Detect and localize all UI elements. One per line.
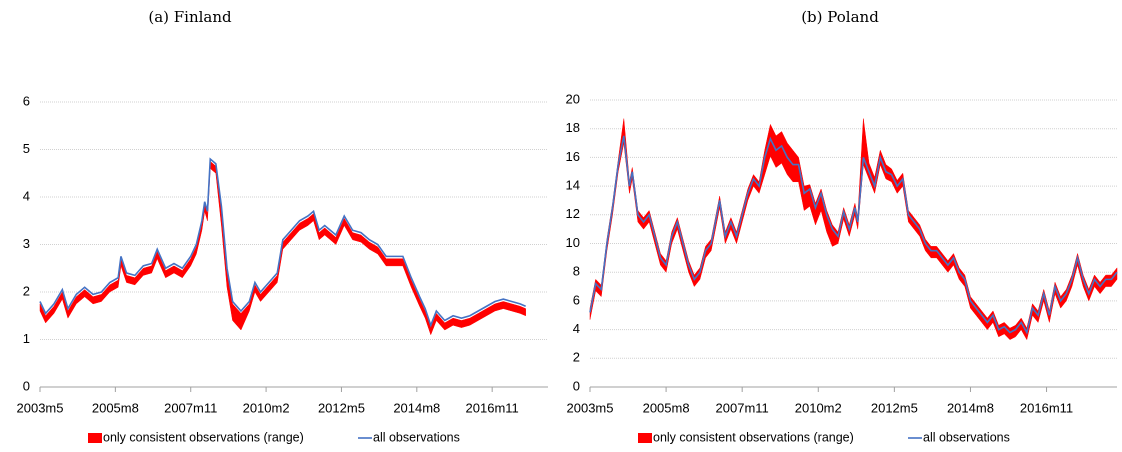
y-tick-label: 18 [566,120,580,135]
x-tick-label: 2010m2 [795,400,842,415]
x-tick-label: 2014m8 [947,400,994,415]
x-tick-label: 2007m11 [716,400,769,415]
x-tick-label: 2005m8 [92,400,139,415]
x-tick-label: 2007m11 [164,400,217,415]
x-tick-label: 2016m11 [1020,400,1073,415]
y-tick-label: 2 [573,350,580,365]
y-tick-label: 8 [573,264,580,279]
series-line [39,157,526,328]
y-tick-label: 6 [23,93,30,108]
y-tick-label: 3 [23,236,30,251]
x-tick-label: 2012m5 [318,400,365,415]
range-band [589,118,1118,341]
y-tick-label: 0 [573,378,580,393]
x-tick-label: 2010m2 [243,400,290,415]
legend-label: all observations [923,430,1010,444]
legend-label: only consistent observations (range) [103,430,304,444]
legend-swatch [638,433,652,443]
x-tick-label: 2003m5 [567,400,614,415]
y-tick-label: 4 [23,188,30,203]
series-line [589,135,1118,335]
y-tick-label: 16 [566,149,580,164]
legend-swatch [88,433,102,443]
y-tick-label: 20 [566,91,580,106]
y-tick-label: 1 [23,331,30,346]
range-band [39,160,526,336]
x-tick-label: 2012m5 [871,400,918,415]
y-tick-label: 6 [573,292,580,307]
panel-title: (a) Finland [148,8,232,26]
legend-label: all observations [373,430,460,444]
y-tick-label: 5 [23,141,30,156]
x-tick-label: 2014m8 [393,400,440,415]
y-tick-label: 12 [566,206,580,221]
x-tick-label: 2016m11 [466,400,519,415]
y-tick-label: 0 [23,378,30,393]
y-tick-label: 10 [566,235,580,250]
y-tick-label: 14 [566,178,580,193]
y-tick-label: 2 [23,283,30,298]
legend-label: only consistent observations (range) [653,430,854,444]
x-tick-label: 2003m5 [17,400,64,415]
x-tick-label: 2005m8 [643,400,690,415]
y-tick-label: 4 [573,321,580,336]
panel-title: (b) Poland [801,8,879,26]
